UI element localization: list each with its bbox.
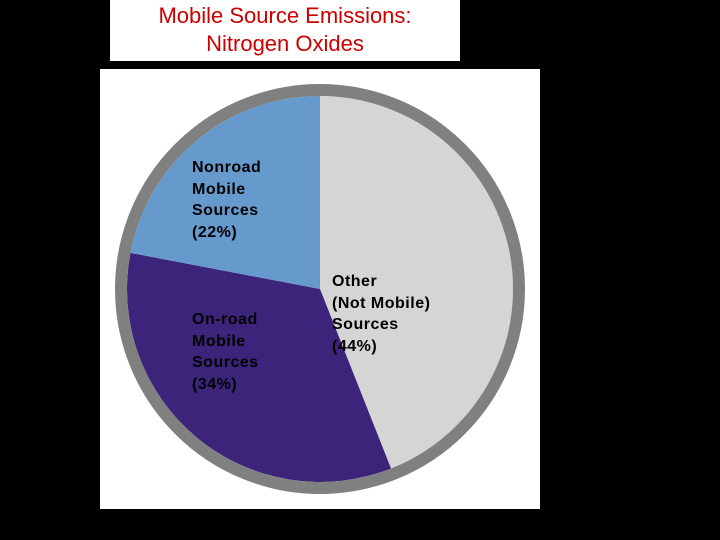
pie-svg [115,84,525,494]
slice-label-other: Other(Not Mobile)Sources(44%) [332,271,430,357]
pie-chart: Other(Not Mobile)Sources(44%) On-roadMobi… [100,69,540,509]
slice-label-onroad: On-roadMobileSources(34%) [192,309,259,395]
slice-label-nonroad: NonroadMobileSources(22%) [192,157,261,243]
title-container: Mobile Source Emissions: Nitrogen Oxides [110,0,460,61]
chart-title: Mobile Source Emissions: Nitrogen Oxides [118,2,452,57]
